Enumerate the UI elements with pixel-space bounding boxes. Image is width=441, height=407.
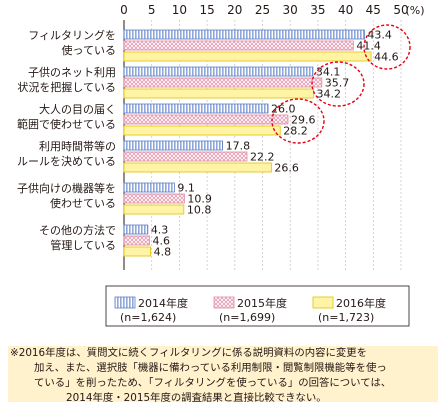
bar — [123, 246, 151, 257]
bar — [123, 51, 372, 62]
data-label: 26.6 — [274, 162, 299, 175]
data-label: 10.8 — [187, 204, 212, 217]
legend: 2014年度(n=1,624) 2015年度(n=1,699) 2016年度(n=1… — [105, 285, 410, 327]
category-label: 範囲で使わせている — [17, 117, 116, 131]
bar — [123, 103, 269, 114]
labels-layer: 0 5 10 15 20 25 30 35 40 45 50(%) フィルタリングを使っている 43.4… — [17, 3, 425, 259]
x-tick-label: 5 — [148, 3, 156, 17]
highlight-ellipse — [271, 98, 325, 144]
bar — [123, 29, 365, 40]
footnote-line: 加え、また、選択肢「機器に備わっている利用制限・閲覧制限機能等を使っ — [34, 362, 387, 374]
highlight-ellipse — [363, 24, 411, 70]
x-tick-label: 50 — [393, 3, 408, 17]
legend-series-name: 2014年度 — [138, 296, 188, 310]
data-label: 17.8 — [226, 140, 251, 153]
data-label: 4.6 — [152, 235, 170, 248]
legend-box — [105, 285, 410, 327]
x-tick-label: 15 — [199, 3, 214, 17]
x-tick-label: 20 — [227, 3, 242, 17]
data-label: 34.2 — [316, 88, 341, 101]
data-label: 22.2 — [250, 151, 275, 164]
category-label: その他の方法で — [39, 223, 116, 237]
x-tick-label: 35 — [310, 3, 325, 17]
footnote: ※2016年度は、質問文に続くフィルタリングに係る説明資料の内容に変更を 加え、… — [8, 346, 438, 404]
category-label: 子供向けの機器等を — [17, 181, 116, 195]
legend-swatch — [213, 296, 235, 309]
category-label: フィルタリングを — [28, 28, 116, 42]
x-tick-label: 45 — [366, 3, 381, 17]
data-label: 28.2 — [283, 125, 308, 138]
x-tick-label: 25 — [255, 3, 270, 17]
data-label: 10.9 — [187, 193, 212, 206]
data-label: 9.1 — [177, 182, 195, 195]
bar — [123, 182, 175, 193]
footnote-line: ている」を削ったため、「フィルタリングを使っている」の回答については、 — [34, 377, 392, 389]
category-label: 使わせている — [50, 197, 116, 210]
bar — [123, 77, 323, 88]
footnote-line: 2014年度・2015年度の調査結果と直接比較できない。 — [66, 392, 327, 404]
legend-swatch — [312, 296, 334, 309]
legend-series-count: (n=1,624) — [120, 311, 176, 324]
category-label: ルールを決めている — [17, 155, 116, 168]
data-label: 43.4 — [367, 29, 392, 42]
data-label: 4.8 — [154, 246, 172, 259]
bar — [123, 224, 149, 235]
data-label: 29.6 — [291, 114, 316, 127]
data-label: 35.7 — [325, 77, 350, 90]
category-label: 子供のネット利用 — [28, 65, 116, 79]
category-label: 使っている — [62, 44, 116, 57]
bar — [123, 88, 314, 99]
category-label: 利用時間帯等の — [39, 139, 116, 153]
x-tick-label: 0 — [120, 3, 128, 17]
data-label: 4.3 — [151, 224, 169, 237]
legend-series-name: 2015年度 — [237, 296, 287, 310]
bar — [123, 125, 281, 136]
legend-series-count: (n=1,699) — [219, 311, 275, 324]
bar — [123, 140, 224, 151]
highlight-ellipse — [311, 61, 365, 107]
x-tick-label: 40 — [338, 3, 353, 17]
grid-layer — [123, 20, 402, 270]
data-label: 41.4 — [356, 40, 381, 53]
bar — [123, 66, 314, 77]
category-label: 大人の目の届く — [39, 102, 116, 116]
bar — [123, 204, 185, 215]
bar — [123, 193, 185, 204]
legend-series-count: (n=1,723) — [318, 311, 374, 324]
bar-chart: 0 5 10 15 20 25 30 35 40 45 50(%) フィルタリングを使っている 43.4… — [17, 3, 425, 327]
x-tick-label: 10 — [172, 3, 187, 17]
category-label: 管理している — [50, 238, 116, 252]
bar — [123, 162, 272, 173]
category-label: 状況を把握している — [17, 80, 116, 94]
footnote-line: ※2016年度は、質問文に続くフィルタリングに係る説明資料の内容に変更を — [10, 347, 368, 359]
data-label: 44.6 — [374, 51, 399, 64]
bars-layer — [123, 29, 372, 257]
legend-series-name: 2016年度 — [336, 296, 386, 310]
data-label: 26.0 — [271, 103, 296, 116]
bar — [123, 114, 289, 125]
bar — [123, 235, 150, 246]
legend-swatch — [114, 296, 136, 309]
x-unit-label: (%) — [405, 4, 424, 17]
data-label: 34.1 — [316, 66, 341, 79]
bar — [123, 151, 248, 162]
x-tick-label: 30 — [283, 3, 298, 17]
bar — [123, 40, 354, 51]
